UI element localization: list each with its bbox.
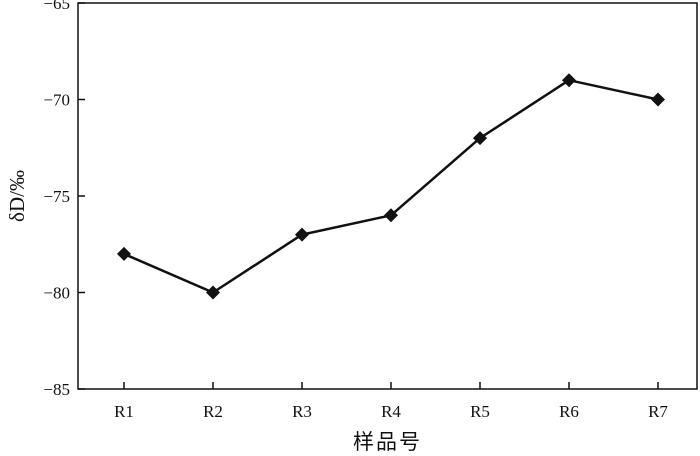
data-point-marker — [206, 285, 220, 300]
data-point-marker — [562, 73, 576, 88]
data-point-marker — [384, 208, 398, 223]
series-line — [123, 78, 659, 294]
y-tick-label: −80 — [43, 284, 70, 303]
data-point-marker — [473, 131, 487, 146]
x-tick-label: R6 — [559, 402, 579, 421]
y-tick-label: −65 — [43, 0, 70, 13]
x-tick-label: R2 — [203, 402, 223, 421]
x-axis-title: 样品号 — [353, 430, 422, 454]
y-tick-label: −75 — [43, 187, 70, 206]
y-axis-title: δD/‰ — [5, 170, 29, 222]
data-point-marker — [295, 227, 309, 242]
data-point-marker — [651, 92, 665, 107]
x-tick-label: R5 — [470, 402, 490, 421]
x-tick-label: R7 — [648, 402, 668, 421]
series — [117, 73, 665, 300]
data-point-marker — [117, 246, 131, 261]
x-tick-label: R1 — [114, 402, 134, 421]
plot-frame — [77, 2, 698, 390]
ticks: −85 −80 −75 −70 −65 R1 R2 R3 R4 R5 R6 R7 — [43, 0, 668, 421]
axes — [77, 2, 698, 390]
x-tick-label: R4 — [381, 402, 401, 421]
y-tick-label: −85 — [43, 380, 70, 399]
y-tick-label: −70 — [43, 91, 70, 110]
x-tick-label: R3 — [292, 402, 312, 421]
